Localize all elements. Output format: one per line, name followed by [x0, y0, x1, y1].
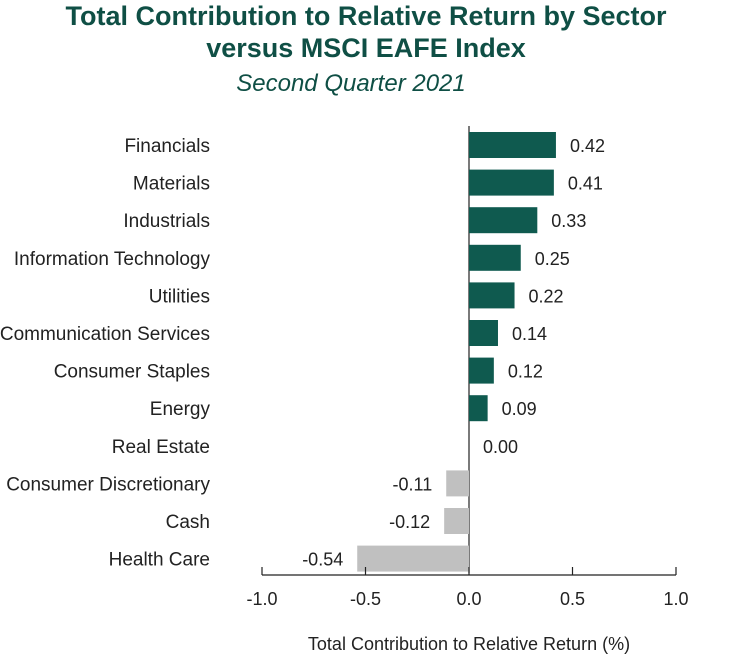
x-tick-label-1: -0.5 [350, 589, 381, 609]
x-axis-label: Total Contribution to Relative Return (%… [307, 634, 631, 654]
bar-information-technology [469, 244, 521, 271]
value-label-utilities: 0.22 [529, 286, 564, 306]
category-label-materials: Materials [133, 174, 210, 195]
value-label-consumer-discretionary: -0.11 [393, 474, 433, 494]
value-label-health-care: -0.54 [302, 550, 343, 570]
chart-title-line-2: versus MSCI EAFE Index [206, 33, 526, 63]
bar-health-care [357, 545, 469, 572]
value-label-financials: 0.42 [570, 136, 605, 156]
value-label-materials: 0.41 [568, 174, 603, 194]
value-label-communication-services: 0.14 [512, 324, 547, 344]
chart-subtitle: Second Quarter 2021 [236, 70, 466, 97]
bar-consumer-staples [469, 357, 494, 384]
value-label-consumer-staples: 0.12 [508, 362, 543, 382]
category-label-communication-services: Communication Services [0, 324, 210, 345]
category-label-industrials: Industrials [123, 211, 210, 232]
bar-energy [469, 395, 488, 422]
bar-communication-services [469, 320, 498, 346]
category-label-consumer-discretionary: Consumer Discretionary [6, 474, 210, 495]
value-label-energy: 0.09 [502, 399, 537, 419]
category-label-cash: Cash [166, 512, 210, 533]
bar-consumer-discretionary [446, 470, 469, 497]
category-label-energy: Energy [150, 399, 211, 420]
value-label-real-estate: 0.00 [483, 437, 518, 457]
category-label-information-technology: Information Technology [14, 249, 211, 270]
category-label-health-care: Health Care [109, 550, 210, 571]
bar-cash [444, 508, 469, 534]
bar-financials [469, 132, 556, 158]
bar-materials [469, 169, 554, 196]
value-label-industrials: 0.33 [551, 211, 586, 231]
value-label-cash: -0.12 [389, 512, 430, 532]
x-tick-label-4: 1.0 [663, 589, 688, 609]
chart-title-line-1: Total Contribution to Relative Return by… [65, 1, 667, 31]
bar-utilities [469, 282, 515, 309]
category-label-financials: Financials [124, 136, 210, 157]
bar-industrials [469, 207, 538, 234]
category-label-consumer-staples: Consumer Staples [54, 362, 210, 383]
x-tick-label-0: -1.0 [246, 589, 277, 609]
category-label-utilities: Utilities [149, 286, 210, 307]
x-tick-label-2: 0.0 [456, 589, 481, 609]
value-label-information-technology: 0.25 [535, 249, 570, 269]
x-tick-label-3: 0.5 [560, 589, 585, 609]
category-label-real-estate: Real Estate [112, 437, 210, 458]
